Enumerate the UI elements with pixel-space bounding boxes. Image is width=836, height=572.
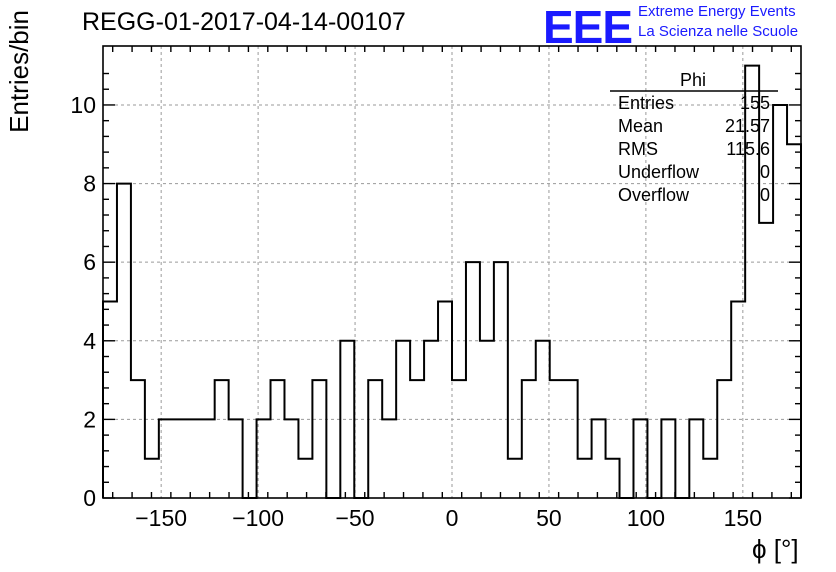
x-tick-label: −100 xyxy=(232,505,284,531)
run-title: REGG-01-2017-04-14-00107 xyxy=(82,8,406,36)
axis-ticks xyxy=(103,46,801,499)
logo-text-line2: La Scienza nelle Scuole xyxy=(638,23,799,40)
x-axis-label: ϕ [°] xyxy=(752,534,799,564)
x-tick-label: 50 xyxy=(536,505,562,531)
y-tick-label: 2 xyxy=(83,406,96,432)
y-tick-label: 0 xyxy=(83,485,96,511)
x-tick-label: 100 xyxy=(627,505,665,531)
stats-value: 155 xyxy=(739,93,770,113)
stats-value: 115.6 xyxy=(726,139,770,159)
logo-text-line1: Extreme Energy Events xyxy=(638,3,796,20)
axis-tick-labels: −150 −100 −50 0 50 100 150 0 2 4 6 8 10 xyxy=(70,92,762,531)
stats-value: 0 xyxy=(759,162,770,182)
y-axis-label: Entries/bin xyxy=(4,10,34,133)
stats-key: RMS xyxy=(618,139,658,159)
histogram-outline xyxy=(102,64,802,499)
x-tick-label: −150 xyxy=(135,505,187,531)
grid-lines xyxy=(103,46,801,498)
y-tick-label: 8 xyxy=(83,171,96,197)
stats-value: 0 xyxy=(759,185,770,205)
y-tick-label: 10 xyxy=(70,92,96,118)
stats-key: Entries xyxy=(618,93,675,113)
stats-value: 21.57 xyxy=(724,116,770,136)
plot-frame xyxy=(102,45,802,499)
x-tick-label: −50 xyxy=(336,505,375,531)
stats-key: Overflow xyxy=(618,185,690,205)
stats-box-title: Phi xyxy=(680,70,707,90)
stats-key: Underflow xyxy=(618,162,700,182)
eee-logo: EEE xyxy=(543,1,633,53)
x-tick-label: 150 xyxy=(724,505,762,531)
y-tick-label: 4 xyxy=(83,328,96,354)
x-tick-label: 0 xyxy=(446,505,459,531)
stats-key: Mean xyxy=(618,116,664,136)
y-tick-label: 6 xyxy=(83,249,96,275)
